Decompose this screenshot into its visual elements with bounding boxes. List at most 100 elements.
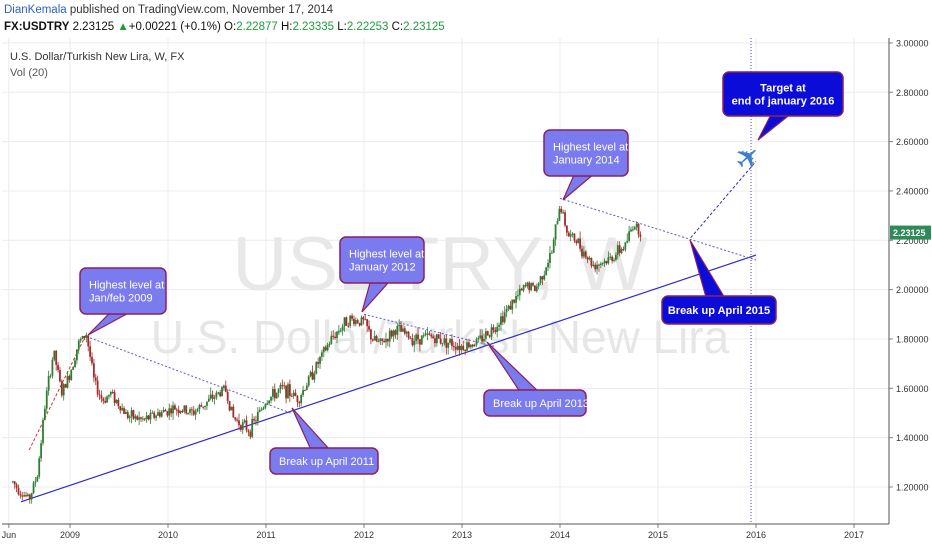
candle-body <box>60 381 63 396</box>
candle-body <box>292 392 295 396</box>
candle-body <box>394 330 397 335</box>
candle-body <box>262 407 265 410</box>
candle-body <box>483 338 485 342</box>
candle-body <box>402 328 404 332</box>
candle-body <box>311 371 314 380</box>
y-tick-label: 1.80000 <box>896 334 929 344</box>
author-link[interactable]: DianKemala <box>4 4 67 16</box>
candle-body <box>541 276 544 280</box>
candle-body <box>307 376 310 386</box>
watermark: USDTRY, W U.S. Dollar/Turkish New Lira <box>151 222 730 363</box>
candle-body <box>221 387 223 397</box>
candle-body <box>19 494 22 496</box>
candle-body <box>202 406 205 408</box>
header-bar: DianKemala published on TradingView.com,… <box>0 0 932 36</box>
candle-body <box>322 347 325 353</box>
up-triangle-icon: ▲ <box>117 21 129 33</box>
price-change: +0.00221 (+0.1%) <box>128 21 221 33</box>
candle-body <box>549 253 551 263</box>
candle-body <box>134 416 137 419</box>
candle-body <box>15 484 18 488</box>
candle-body <box>72 367 75 370</box>
candle-body <box>373 336 376 341</box>
candle-body <box>426 333 429 335</box>
callout-text: Highest level at <box>89 280 164 292</box>
candle-body <box>108 394 110 397</box>
candle-body <box>140 417 142 419</box>
candle-body <box>411 338 414 346</box>
candle-body <box>141 418 144 420</box>
callout-text: Break up April 2013 <box>493 398 589 410</box>
watermark-symbol: USDTRY, W <box>232 222 648 307</box>
candle-body <box>305 385 308 391</box>
candle-body <box>243 420 246 423</box>
candle-body <box>351 315 353 319</box>
candle-body <box>422 335 425 337</box>
candle-body <box>526 282 529 287</box>
candle-body <box>560 208 563 213</box>
candle-body <box>579 238 582 249</box>
candle-body <box>143 418 146 420</box>
callout-break-2013: Break up April 2013 <box>483 341 589 417</box>
close-value: 2.23125 <box>403 21 445 33</box>
last-price: 2.23125 <box>72 21 115 33</box>
candle-body <box>164 409 167 412</box>
candle-body <box>132 410 135 419</box>
candle-body <box>42 419 44 444</box>
candle-body <box>366 319 369 327</box>
candle-body <box>279 384 282 390</box>
candle-body <box>611 256 614 261</box>
candle-body <box>424 333 427 336</box>
candle-body <box>181 410 184 412</box>
candle-body <box>255 420 257 422</box>
symbol-label: FX:USDTRY <box>4 21 70 33</box>
candles <box>11 205 642 504</box>
candle-body <box>260 409 263 411</box>
candle-body <box>441 343 444 345</box>
candle-body <box>234 417 237 420</box>
candle-body <box>76 349 78 361</box>
candle-body <box>341 326 344 331</box>
candle-body <box>405 331 408 334</box>
callout-text: Break up April 2015 <box>668 305 770 317</box>
candle-body <box>362 317 365 320</box>
callout-text: Highest level at <box>349 249 424 261</box>
candle-body <box>170 408 173 414</box>
candle-body <box>219 392 222 397</box>
candle-body <box>443 338 446 344</box>
candle-body <box>83 336 86 338</box>
candle-body <box>428 333 431 335</box>
callout-box <box>339 236 425 284</box>
y-tick-label: 2.00000 <box>896 285 929 295</box>
candle-body <box>564 212 566 226</box>
chart-title: U.S. Dollar/Turkish New Lira, W, FX <box>10 51 185 63</box>
x-tick-label: 2013 <box>452 530 472 540</box>
candle-body <box>547 262 549 268</box>
candle-body <box>592 264 595 266</box>
candle-body <box>317 362 320 364</box>
candle-body <box>100 395 103 399</box>
candle-body <box>360 317 363 326</box>
low-value: 2.22253 <box>346 21 389 33</box>
candle-body <box>618 245 621 254</box>
x-tick-label: 2016 <box>746 530 766 540</box>
candle-body <box>217 392 220 394</box>
candle-body <box>62 384 65 396</box>
candle-body <box>347 325 350 327</box>
candle-body <box>419 339 421 345</box>
candle-body <box>496 326 499 332</box>
candle-body <box>458 345 461 351</box>
candle-body <box>258 410 261 412</box>
falling-line-2012 <box>363 313 495 347</box>
candle-body <box>603 261 606 263</box>
candle-body <box>104 400 107 403</box>
candle-body <box>503 312 506 323</box>
candle-body <box>213 397 216 399</box>
candle-body <box>270 396 272 401</box>
candle-body <box>420 335 423 345</box>
candle-body <box>51 359 54 376</box>
candle-body <box>334 336 337 339</box>
candle-body <box>481 335 484 342</box>
